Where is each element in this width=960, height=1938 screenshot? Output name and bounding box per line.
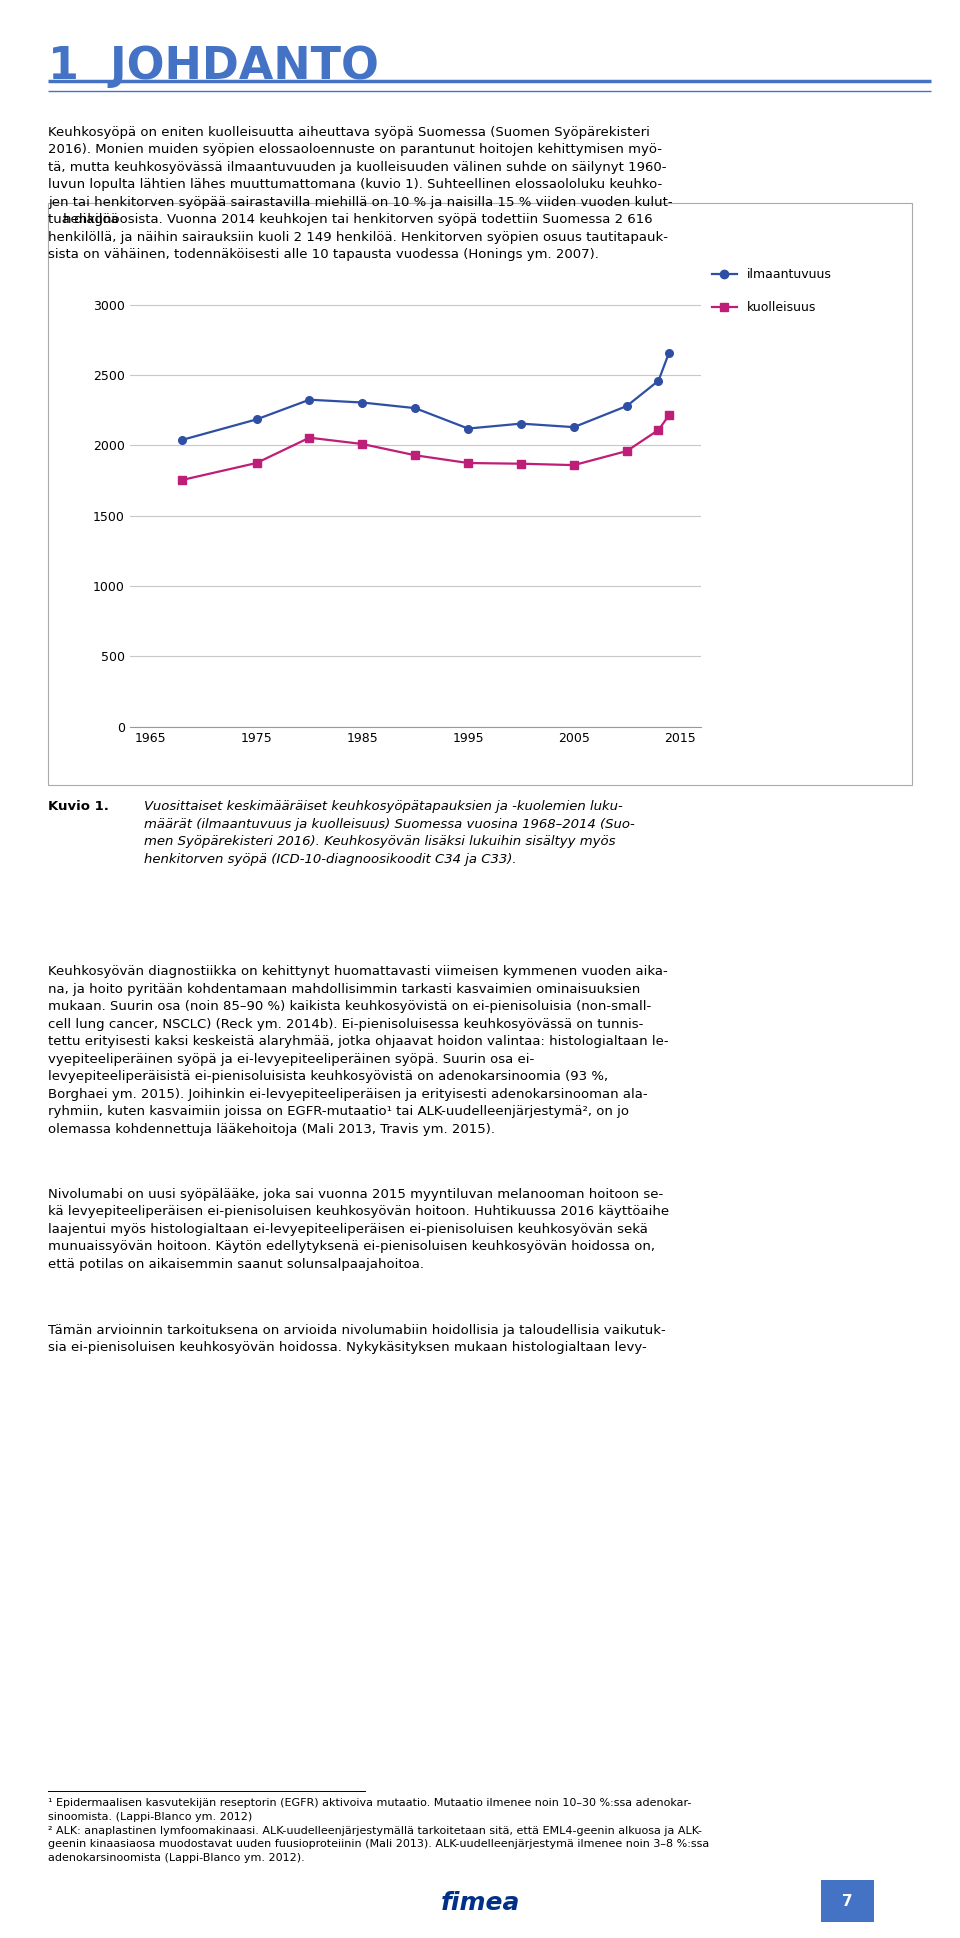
Line: ilmaantuvuus: ilmaantuvuus — [179, 349, 673, 444]
FancyBboxPatch shape — [817, 1876, 877, 1926]
Text: Keuhkosyöpä on eniten kuolleisuutta aiheuttava syöpä Suomessa (Suomen Syöpärekis: Keuhkosyöpä on eniten kuolleisuutta aihe… — [48, 126, 673, 262]
Text: ¹ Epidermaalisen kasvutekijän reseptorin (EGFR) aktivoiva mutaatio. Mutaatio ilm: ¹ Epidermaalisen kasvutekijän reseptorin… — [48, 1798, 709, 1862]
kuolleisuus — [356, 432, 368, 455]
ilmaantuvuus — [251, 407, 262, 430]
kuolleisuus — [516, 452, 527, 475]
kuolleisuus — [303, 426, 315, 450]
ilmaantuvuus — [621, 395, 633, 419]
kuolleisuus — [621, 440, 633, 463]
Line: kuolleisuus: kuolleisuus — [179, 411, 673, 484]
ilmaantuvuus — [653, 368, 664, 391]
Text: henkilöä: henkilöä — [62, 213, 119, 227]
ilmaantuvuus — [303, 388, 315, 411]
Legend: ilmaantuvuus, kuolleisuus: ilmaantuvuus, kuolleisuus — [712, 267, 831, 314]
Text: fimea: fimea — [441, 1891, 519, 1915]
kuolleisuus — [177, 469, 188, 492]
ilmaantuvuus — [516, 413, 527, 436]
kuolleisuus — [568, 453, 580, 477]
ilmaantuvuus — [356, 391, 368, 415]
Text: Vuosittaiset keskimääräiset keuhkosyöpätapauksien ja -kuolemien luku-
määrät (il: Vuosittaiset keskimääräiset keuhkosyöpät… — [144, 800, 635, 866]
Text: 1  JOHDANTO: 1 JOHDANTO — [48, 45, 379, 87]
ilmaantuvuus — [568, 415, 580, 438]
Text: Tämän arvioinnin tarkoituksena on arvioida nivolumabiin hoidollisia ja taloudell: Tämän arvioinnin tarkoituksena on arvioi… — [48, 1324, 665, 1355]
kuolleisuus — [410, 444, 421, 467]
kuolleisuus — [251, 452, 262, 475]
ilmaantuvuus — [410, 397, 421, 421]
kuolleisuus — [653, 419, 664, 442]
kuolleisuus — [663, 403, 675, 426]
Text: 7: 7 — [842, 1893, 852, 1909]
Text: Nivolumabi on uusi syöpälääke, joka sai vuonna 2015 myyntiluvan melanooman hoito: Nivolumabi on uusi syöpälääke, joka sai … — [48, 1188, 669, 1271]
ilmaantuvuus — [463, 417, 474, 440]
kuolleisuus — [463, 452, 474, 475]
Text: Kuvio 1.: Kuvio 1. — [48, 800, 108, 814]
Text: Keuhkosyövän diagnostiikka on kehittynyt huomattavasti viimeisen kymmenen vuoden: Keuhkosyövän diagnostiikka on kehittynyt… — [48, 965, 668, 1136]
ilmaantuvuus — [663, 341, 675, 364]
ilmaantuvuus — [177, 428, 188, 452]
